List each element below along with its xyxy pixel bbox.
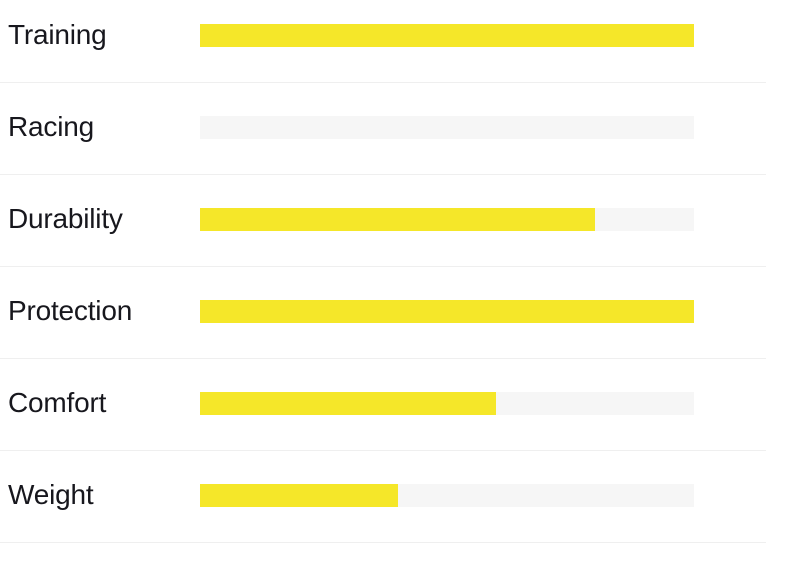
chart-row-racing: Racing — [0, 83, 766, 175]
bar-track — [200, 483, 694, 507]
row-label: Durability — [8, 203, 123, 234]
bar-fill — [200, 299, 694, 323]
bar-fill — [200, 207, 596, 231]
bar-fill — [200, 483, 398, 507]
bar-track — [200, 391, 694, 415]
chart-row-protection: Protection — [0, 267, 766, 359]
chart-row-durability: Durability — [0, 175, 766, 267]
row-label: Weight — [8, 479, 94, 510]
row-label: Racing — [8, 111, 94, 142]
chart-row-comfort: Comfort — [0, 359, 766, 451]
chart-row-weight: Weight — [0, 451, 766, 543]
bar-track — [200, 207, 694, 231]
row-label: Protection — [8, 295, 133, 326]
bar-track — [200, 115, 694, 139]
chart-row-training: Training — [0, 0, 766, 83]
bar-track — [200, 299, 694, 323]
bar-fill — [200, 391, 497, 415]
row-label: Training — [8, 19, 107, 50]
bar-fill — [200, 23, 694, 47]
row-label: Comfort — [8, 387, 107, 418]
attribute-rating-chart: Training Racing Durability Protection — [0, 0, 766, 543]
bar-track — [200, 23, 694, 47]
